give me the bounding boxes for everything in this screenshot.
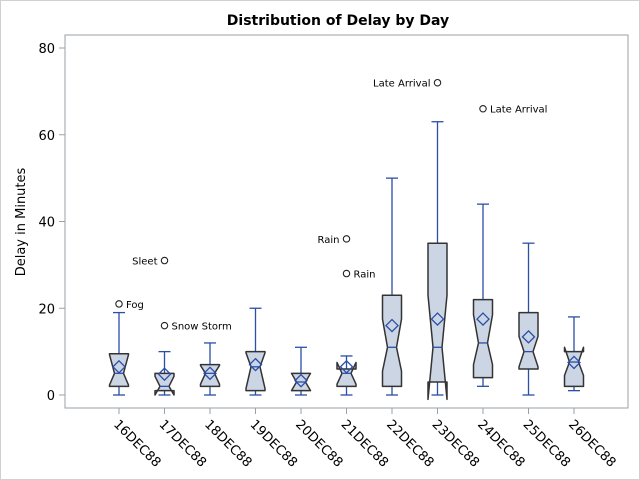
- x-tick-label: 24DEC88: [474, 417, 527, 470]
- outlier-point: [342, 235, 351, 243]
- x-tick-label: 23DEC88: [429, 417, 482, 470]
- y-tick-label: 0: [47, 389, 55, 404]
- box-16DEC88: [108, 353, 130, 388]
- x-tick-label: 19DEC88: [247, 417, 300, 470]
- box-17DEC88: [154, 372, 175, 396]
- x-tick-label: 26DEC88: [565, 417, 618, 470]
- mean-marker: [521, 329, 536, 344]
- box-26DEC88: [563, 346, 585, 388]
- outlier-point: [115, 300, 123, 308]
- mean-marker: [294, 373, 308, 388]
- box-25DEC88: [518, 311, 539, 370]
- box-24DEC88: [472, 298, 494, 379]
- y-tick-label: 60: [38, 129, 55, 144]
- outlier-point: [342, 269, 351, 278]
- box-18DEC88: [199, 363, 221, 388]
- box-23DEC88: [427, 242, 448, 401]
- y-tick-label: 40: [38, 216, 55, 231]
- x-tick-label: 17DEC88: [156, 417, 209, 470]
- mean-marker: [157, 367, 172, 382]
- x-tick-label: 18DEC88: [201, 417, 254, 470]
- mean-marker: [248, 357, 263, 372]
- chart-title: Distribution of Delay by Day: [227, 13, 449, 29]
- outlier-label: Fog: [126, 300, 144, 311]
- mean-marker: [203, 366, 217, 381]
- outlier-point: [479, 104, 487, 113]
- mean-marker: [430, 312, 445, 327]
- x-tick-label: 22DEC88: [383, 417, 436, 470]
- box-22DEC88: [381, 294, 403, 388]
- mean-marker: [112, 359, 126, 374]
- outlier-label: Sleet: [132, 257, 157, 268]
- y-tick-label: 20: [38, 302, 55, 317]
- outlier-label: Rain: [354, 270, 376, 281]
- mean-marker: [476, 312, 490, 327]
- mean-marker: [567, 355, 581, 370]
- mean-marker: [339, 359, 354, 374]
- outlier-point: [160, 321, 169, 330]
- y-tick-label: 80: [38, 42, 55, 57]
- outlier-point: [160, 256, 169, 265]
- box-21DEC88: [336, 361, 357, 388]
- x-tick-label: 20DEC88: [292, 417, 345, 470]
- outlier-label: Rain: [318, 235, 340, 246]
- outlier-label: Late Arrival: [373, 79, 430, 90]
- y-axis-label: Delay in Minutes: [14, 167, 29, 276]
- outlier-label: Late Arrival: [490, 105, 547, 116]
- x-tick-label: 25DEC88: [520, 417, 573, 470]
- outlier-point: [433, 78, 442, 87]
- outlier-label: Snow Storm: [172, 322, 232, 333]
- x-tick-label: 16DEC88: [110, 417, 163, 470]
- mean-marker: [385, 318, 399, 333]
- plot-frame: [64, 34, 629, 409]
- x-tick-label: 21DEC88: [338, 417, 391, 470]
